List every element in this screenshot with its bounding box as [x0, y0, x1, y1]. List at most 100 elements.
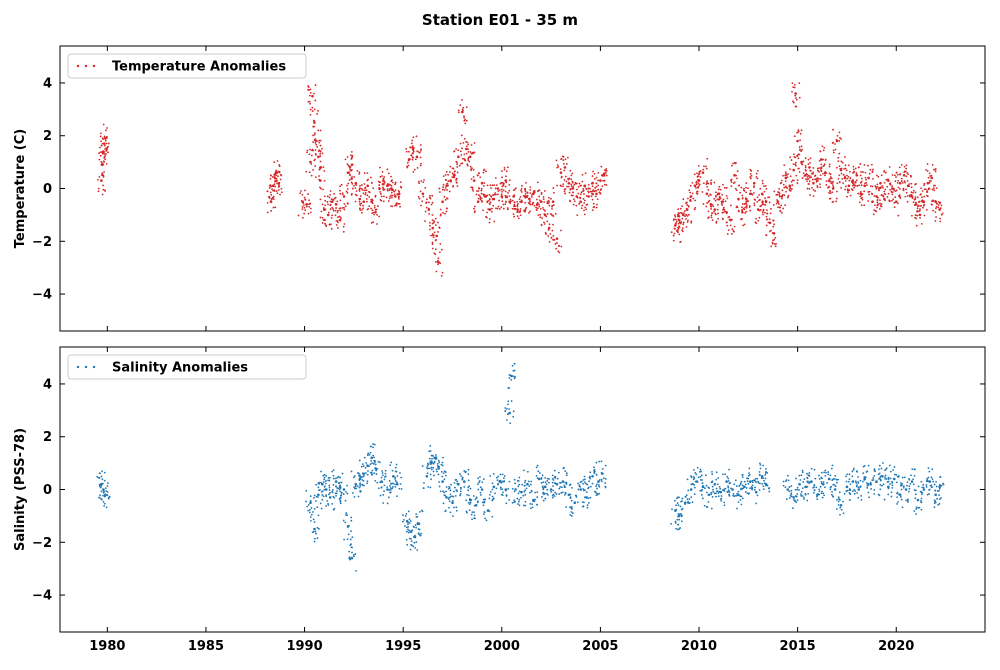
top-data-cloud-point [339, 192, 342, 195]
top-data-cloud-point [524, 193, 527, 195]
top-data-cloud-point [334, 209, 337, 212]
bottom-data-cloud-point [866, 470, 869, 473]
top-data-cloud-point [819, 174, 822, 177]
bottom-data-cloud-point [431, 454, 433, 457]
top-data-point [894, 200, 898, 203]
top-data-cloud-point [592, 170, 594, 173]
top-data-cloud-point [340, 217, 342, 219]
top-data-cloud-point [539, 213, 542, 216]
top-data-cloud-point [542, 208, 545, 211]
top-data-cloud-point [419, 164, 422, 167]
top-data-cloud-point [749, 189, 752, 192]
top-data-cloud-point [433, 220, 436, 222]
top-data-cloud-point [897, 195, 900, 197]
top-data-cloud-point [880, 186, 882, 189]
top-data-cloud-point [906, 180, 909, 182]
bottom-data-cloud-point [791, 507, 794, 510]
top-data-cloud-point [469, 151, 472, 153]
top-data-cloud-point [410, 142, 413, 145]
top-data-cloud-point [555, 247, 558, 250]
top-data-cloud-point [483, 194, 486, 196]
bottom-data-cloud-point [511, 501, 514, 504]
top-data-cloud-point [867, 200, 870, 202]
bottom-data-cloud-point [885, 467, 888, 470]
top-data-cloud-point [329, 208, 332, 211]
top-data-cloud-point [452, 185, 454, 188]
bottom-data-cloud-point [326, 500, 329, 502]
top-data-cloud-point [426, 198, 428, 201]
bottom-data-cloud-point [705, 474, 707, 477]
bottom-data-cloud-point [906, 501, 909, 503]
top-data-cloud-point [804, 164, 807, 167]
top-data-cloud-point [840, 172, 843, 175]
bottom-data-cloud-point [913, 468, 916, 471]
bottom-data-cloud-point [390, 461, 393, 464]
bottom-data-cloud-point [878, 464, 881, 467]
bottom-data-cloud-point [333, 496, 336, 499]
top-data-cloud-point [794, 94, 797, 97]
top-data-cloud-point [755, 172, 758, 175]
top-data-cloud-point [920, 193, 922, 195]
top-data-cloud-point [500, 206, 503, 209]
top-data-cloud-point [928, 187, 930, 190]
top-data-cloud-point [761, 211, 764, 214]
bottom-data-cloud-point [806, 472, 808, 475]
bottom-data-cloud-point [740, 503, 743, 506]
top-data-cloud-point [849, 194, 852, 197]
top-data-cloud-point [727, 229, 730, 232]
top-data-cloud-point [407, 150, 410, 153]
top-data-cloud-point [692, 197, 695, 200]
top-data-cloud-point [470, 186, 473, 189]
top-data-cloud-point [467, 148, 469, 151]
top-data-cloud-point [331, 206, 334, 209]
top-data-cloud-point [405, 148, 408, 150]
top-data-cloud-point [731, 164, 733, 167]
top-data-cloud-point [546, 202, 549, 205]
bottom-data-cloud-point [328, 486, 331, 489]
bottom-data-cloud-point [518, 476, 521, 479]
bottom-data-cloud-point [468, 509, 471, 512]
bottom-data-cloud-point [346, 492, 349, 495]
top-data-cloud-point [560, 245, 563, 248]
top-data-cloud-point [859, 195, 862, 198]
bottom-data-cloud-point [854, 490, 857, 492]
top-data-cloud-point [937, 204, 940, 206]
bottom-data-cloud-point [723, 501, 726, 504]
bottom-data-cloud-point [931, 468, 934, 471]
top-data-cloud-point [589, 187, 591, 190]
top-data-cloud-point [686, 201, 688, 204]
top-data-cloud-point [735, 189, 738, 192]
top-data-cloud-point [549, 232, 552, 235]
top-data-cloud-point [461, 157, 464, 160]
bottom-data-cloud-point [464, 471, 467, 474]
top-data-cloud-point [523, 209, 525, 212]
bottom-data-cloud-point [396, 481, 398, 484]
top-data-cloud-point [455, 179, 457, 181]
top-data-cloud-point [932, 200, 935, 203]
top-data-cloud-point [710, 216, 713, 219]
top-data-point [863, 184, 866, 188]
top-data-cloud-point [103, 156, 106, 159]
top-data-cloud-point [431, 234, 434, 237]
bottom-data-cloud-point [803, 498, 805, 500]
bottom-data-cloud-point [394, 476, 397, 479]
top-data-cloud-point [853, 186, 856, 189]
bottom-data-cloud-point [569, 514, 572, 516]
top-data-cloud-point [341, 193, 344, 196]
top-data-cloud-point [698, 170, 701, 173]
bottom-data-cloud-point [556, 477, 559, 480]
bottom-data-cloud-point [711, 470, 713, 473]
bottom-data-cloud-point [922, 483, 925, 486]
top-data-cloud-point [721, 193, 724, 196]
top-data-point [472, 179, 476, 182]
top-data-cloud-point [275, 177, 278, 180]
top-data-cloud-point [689, 191, 692, 194]
top-data-cloud-point [276, 175, 279, 178]
bottom-data-cloud-point [832, 483, 835, 486]
top-data-cloud-point [445, 207, 448, 210]
top-data-cloud-point [465, 152, 468, 155]
top-data-cloud-point [379, 190, 382, 193]
bottom-ylabel: Salinity (PSS-78) [13, 428, 28, 551]
bottom-data-cloud-point [678, 518, 681, 521]
bottom-data-cloud-point [430, 463, 432, 465]
